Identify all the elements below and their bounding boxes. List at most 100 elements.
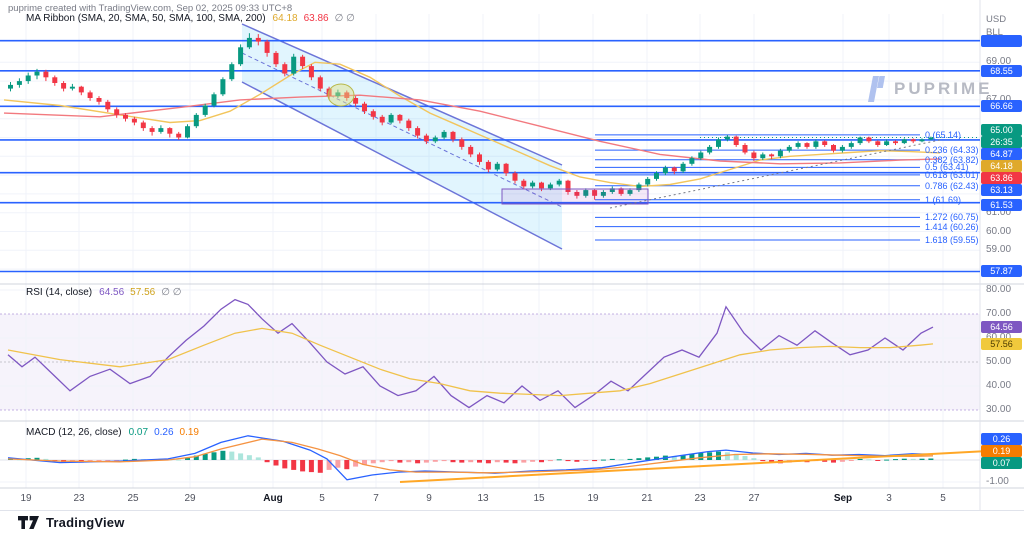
candle-body	[43, 71, 49, 78]
macd-legend-title: MACD (12, 26, close)	[26, 427, 122, 438]
candle-body	[521, 180, 527, 187]
candle-body	[919, 139, 925, 142]
macd-histogram-bar	[423, 460, 429, 463]
time-axis-label: 15	[533, 493, 545, 504]
macd-histogram-bar	[627, 458, 633, 460]
candle-body	[406, 120, 412, 129]
candle-body	[397, 114, 403, 121]
legend-value: 0.26	[154, 427, 174, 438]
macd-histogram-bar	[176, 459, 182, 461]
candle-body	[300, 56, 306, 67]
candle-body	[530, 182, 536, 187]
candle-body	[87, 92, 93, 98]
candle-body	[574, 192, 580, 196]
candle-body	[291, 56, 297, 74]
price-axis-unit-barrel: BLL	[986, 27, 1003, 38]
macd-histogram-bar	[211, 452, 217, 460]
candle-body	[441, 131, 447, 138]
rsi-value-badge: 64.56	[981, 321, 1022, 334]
candle-body	[760, 154, 766, 159]
time-axis-label: 19	[20, 493, 32, 504]
macd-histogram-bar	[583, 460, 589, 461]
rsi-ma-line	[7, 327, 934, 397]
candle-body	[255, 37, 261, 42]
macd-value-badge: 0.07	[981, 457, 1022, 469]
macd-histogram-bar	[370, 460, 376, 464]
ma-ribbon-legend-values: 64.18 63.86 ∅ ∅	[273, 13, 355, 24]
price-axis-label: 60.00	[986, 225, 1012, 237]
candle-body	[769, 154, 775, 157]
candle-body	[61, 83, 67, 89]
macd-histogram-bar	[636, 458, 642, 460]
macd-histogram-bar	[229, 451, 235, 460]
rsi-value-badge: 57.56	[981, 337, 1022, 350]
macd-histogram-bar	[273, 460, 279, 466]
rsi-axis-label: 60.00	[986, 333, 1024, 343]
rsi-pane-legend[interactable]: RSI (14, close) 64.56 57.56 ∅ ∅	[26, 287, 181, 298]
candle-body	[432, 137, 438, 142]
candle-body	[238, 47, 244, 65]
macd-histogram-bar	[264, 460, 270, 463]
time-axis-label: 29	[184, 493, 196, 504]
candle-body	[583, 190, 589, 196]
macd-histogram-bar	[751, 458, 757, 460]
macd-histogram-bar	[857, 458, 863, 460]
macd-pane-legend[interactable]: MACD (12, 26, close) 0.07 0.26 0.19	[26, 427, 199, 438]
candle-body	[654, 173, 659, 179]
candle-body	[751, 152, 757, 159]
dotted-trendline	[609, 139, 941, 209]
fibonacci-level-label: 1.618 (59.55)	[925, 235, 979, 245]
macd-histogram-bar	[875, 460, 881, 461]
time-axis-label: 27	[748, 493, 760, 504]
macd-histogram-bar	[698, 453, 704, 460]
macd-line	[7, 435, 934, 481]
candle-body	[565, 180, 571, 192]
candle-body	[547, 184, 553, 189]
candle-body	[114, 109, 120, 115]
candle-body	[707, 146, 713, 153]
macd-histogram-bar	[43, 458, 49, 460]
macd-histogram-bar	[884, 459, 890, 461]
macd-histogram-bar	[34, 457, 40, 460]
candle-body	[459, 139, 465, 147]
price-axis-label: 67.00	[986, 94, 1024, 105]
time-axis-label: 7	[373, 493, 379, 504]
candle-body	[52, 77, 58, 83]
macd-histogram-bar	[220, 450, 226, 460]
price-axis-label: 61.00	[986, 206, 1012, 218]
candle-body	[831, 145, 836, 151]
candle-body	[8, 84, 13, 89]
candle-body	[335, 92, 341, 97]
candle-body	[716, 139, 721, 147]
macd-histogram-bar	[512, 460, 518, 464]
legend-value: 64.18	[272, 13, 298, 24]
candle-body	[777, 150, 783, 157]
candle-body	[477, 154, 482, 162]
time-axis-label: 23	[694, 493, 706, 504]
price-badge: 68.55	[981, 65, 1022, 77]
time-axis-label: 13	[477, 493, 489, 504]
candle-body	[671, 167, 677, 172]
macd-histogram-bar	[866, 459, 872, 461]
macd-histogram-bar	[839, 460, 845, 462]
candle-body	[96, 98, 102, 102]
tradingview-footer[interactable]: TradingView	[0, 510, 1024, 534]
candle-body	[875, 141, 881, 145]
fibonacci-level-label: 0.236 (64.33)	[925, 145, 979, 156]
price-badge: 65.00	[981, 124, 1022, 136]
candle-body	[795, 143, 801, 147]
candle-body	[16, 81, 22, 85]
macd-histogram-bar	[317, 460, 323, 473]
candle-body	[211, 94, 217, 106]
candle-body	[131, 118, 137, 123]
main-pane-legend[interactable]: MA Ribbon (SMA, 20, SMA, 50, SMA, 100, S…	[26, 13, 355, 24]
macd-histogram-bar	[432, 460, 438, 462]
fibonacci-level-label: 0.786 (62.43)	[925, 180, 979, 191]
legend-value: ∅ ∅	[334, 13, 355, 24]
macd-histogram-bar	[848, 460, 854, 461]
time-axis-label: 3	[886, 493, 892, 504]
macd-histogram-bar	[893, 459, 898, 461]
macd-histogram-bar	[459, 460, 465, 463]
